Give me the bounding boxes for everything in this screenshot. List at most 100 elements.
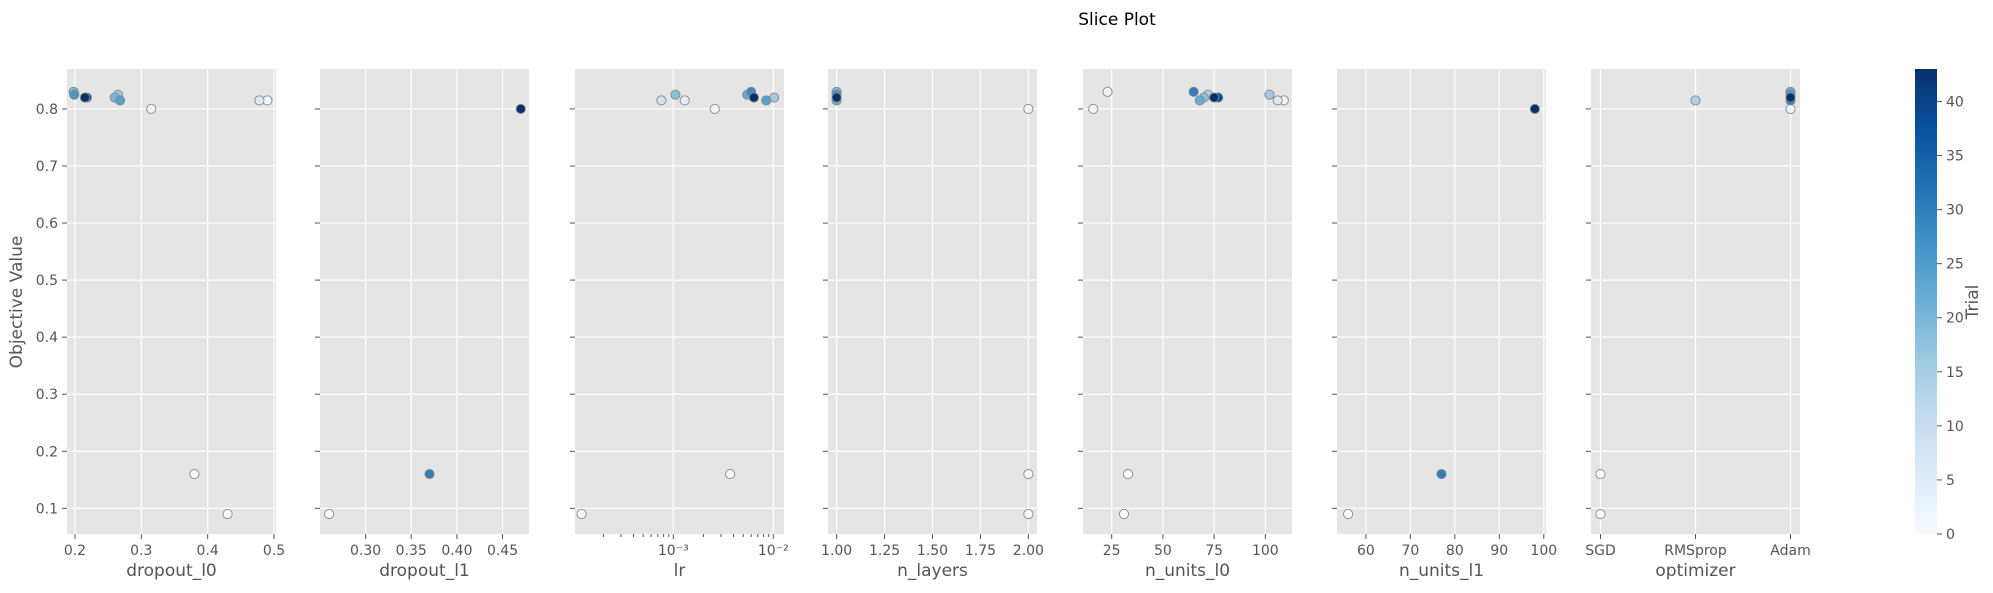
x-tick-label: 1.50 xyxy=(917,543,948,559)
data-point xyxy=(146,103,157,114)
x-axis-label: n_layers xyxy=(897,561,968,581)
colorbar-tick-label: 35 xyxy=(1946,149,1964,165)
x-tick-label: 100 xyxy=(1530,543,1557,559)
panel-background xyxy=(320,69,529,534)
panel-n_units_l0: 25 50 75 100 n_units_l0 xyxy=(1078,69,1292,581)
panel-optimizer: SGD RMSprop Adam optimizer xyxy=(1585,69,1811,581)
data-point xyxy=(1690,95,1701,106)
data-point xyxy=(761,95,772,106)
x-tick-label: 50 xyxy=(1154,543,1172,559)
data-point xyxy=(679,95,690,106)
data-point xyxy=(709,103,720,114)
x-axis-label: dropout_l1 xyxy=(379,561,469,581)
data-point xyxy=(69,89,80,100)
data-point xyxy=(576,508,587,520)
x-tick-label: 75 xyxy=(1205,543,1223,559)
x-axis-label: optimizer xyxy=(1655,561,1735,581)
x-axis-label: n_units_l1 xyxy=(1399,561,1484,581)
colorbar-tick-label: 30 xyxy=(1946,203,1964,219)
data-point xyxy=(1343,508,1354,520)
x-tick-label: 70 xyxy=(1401,543,1419,559)
x-tick-label: 0.35 xyxy=(396,543,427,559)
x-tick-label: RMSprop xyxy=(1664,543,1727,559)
data-point xyxy=(1785,92,1796,103)
x-tick-label: 100 xyxy=(1252,543,1279,559)
y-tick-label: 0.3 xyxy=(36,387,58,403)
x-tick-label: 80 xyxy=(1446,543,1464,559)
colorbar-ticks: 0 5 10 15 20 25 30 35 40 xyxy=(1937,94,1964,543)
data-point xyxy=(1264,89,1275,100)
data-point xyxy=(1123,469,1134,480)
data-point xyxy=(189,469,200,480)
panel-lr: 10⁻³ 10⁻² lr xyxy=(570,69,789,581)
y-axis-label: Objective Value xyxy=(7,236,27,369)
colorbar-tick-label: 5 xyxy=(1946,473,1955,489)
colorbar-tick-label: 15 xyxy=(1946,365,1964,381)
data-point xyxy=(1785,103,1796,114)
x-tick-label: 0.2 xyxy=(64,543,86,559)
panel-background xyxy=(67,69,276,534)
data-point xyxy=(670,89,681,100)
y-tick-label: 0.6 xyxy=(36,216,58,232)
x-tick-label: 0.40 xyxy=(441,543,472,559)
data-point xyxy=(1272,95,1283,106)
panel-dropout_l1: 0.30 0.35 0.40 0.45 dropout_l1 xyxy=(315,69,529,581)
x-axis-label: lr xyxy=(674,561,686,581)
data-point xyxy=(656,95,667,106)
x-axis-label: dropout_l0 xyxy=(126,561,216,581)
y-tick-label: 0.8 xyxy=(36,102,58,118)
data-point xyxy=(115,95,126,106)
data-point xyxy=(1436,469,1447,480)
x-tick-label: 0.30 xyxy=(350,543,381,559)
data-point xyxy=(1118,508,1130,520)
data-point xyxy=(79,92,90,103)
x-tick-label: 25 xyxy=(1103,543,1121,559)
data-point xyxy=(1023,103,1034,114)
data-point xyxy=(1209,92,1220,103)
panel-background xyxy=(575,69,784,534)
x-tick-label: 2.00 xyxy=(1013,543,1044,559)
data-point xyxy=(725,469,736,480)
data-point xyxy=(1023,508,1034,520)
data-point xyxy=(1023,469,1034,480)
x-axis-label: n_units_l0 xyxy=(1145,561,1230,581)
data-point xyxy=(748,92,759,103)
data-point xyxy=(324,508,335,520)
x-tick-label: 10⁻³ xyxy=(658,543,689,559)
colorbar-tick-label: 40 xyxy=(1946,94,1964,110)
y-tick-label: 0.7 xyxy=(36,159,58,175)
colorbar-tick-label: 0 xyxy=(1946,527,1955,543)
x-tick-label: 0.4 xyxy=(197,543,219,559)
x-tick-label: Adam xyxy=(1770,543,1810,559)
y-tick-label: 0.4 xyxy=(36,330,58,346)
x-tick-label: 90 xyxy=(1490,543,1508,559)
data-point xyxy=(1188,86,1199,97)
y-tick-label: 0.2 xyxy=(36,444,58,460)
data-point xyxy=(424,469,435,480)
data-point xyxy=(1194,95,1205,106)
x-tick-label: 0.3 xyxy=(130,543,152,559)
data-point xyxy=(1529,103,1540,114)
data-point xyxy=(1088,103,1099,114)
colorbar-tick-label: 25 xyxy=(1946,257,1964,273)
colorbar-tick-label: 20 xyxy=(1946,311,1964,327)
x-tick-label: SGD xyxy=(1585,543,1616,559)
panel-background xyxy=(1337,69,1546,534)
colorbar-gradient xyxy=(1915,69,1937,534)
panel-background xyxy=(1083,69,1292,534)
data-point xyxy=(1595,469,1606,480)
panels-group: 0.2 0.3 0.4 0.5 0.1 0.2 0.3 0.4 0.5 0.6 0.7 0.8 drop… xyxy=(36,69,1811,581)
data-point xyxy=(1595,508,1606,520)
x-tick-label: 60 xyxy=(1357,543,1375,559)
panel-n_layers: 1.00 1.25 1.50 1.75 2.00 n_layers xyxy=(821,69,1044,581)
y-tick-label: 0.5 xyxy=(36,273,58,289)
x-tick-label: 1.00 xyxy=(821,543,852,559)
data-point xyxy=(831,92,842,103)
x-tick-label: 1.25 xyxy=(869,543,900,559)
x-tick-label: 1.75 xyxy=(965,543,996,559)
x-tick-label: 10⁻² xyxy=(758,543,789,559)
data-point xyxy=(254,95,265,106)
colorbar-label: Trial xyxy=(1963,285,1983,321)
data-point xyxy=(1102,86,1113,97)
